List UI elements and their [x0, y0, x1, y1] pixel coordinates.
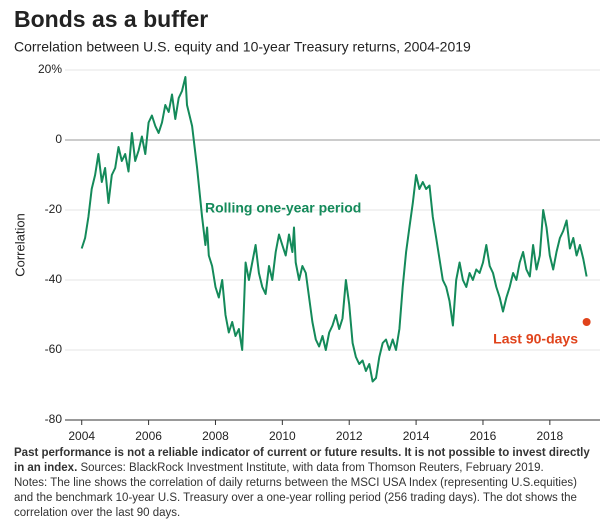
- x-tick-label: 2012: [336, 429, 363, 443]
- disclaimer: Past performance is not a reliable indic…: [14, 447, 590, 474]
- y-axis-label: Correlation: [12, 213, 27, 277]
- chart: Bonds as a buffer Correlation between U.…: [12, 6, 600, 443]
- x-tick-label: 2016: [470, 429, 497, 443]
- y-tick-label: -80: [45, 412, 63, 426]
- y-tick-label: 20%: [38, 62, 62, 76]
- x-tick-label: 2008: [202, 429, 229, 443]
- x-tick-label: 2004: [68, 429, 95, 443]
- y-tick-label: -20: [45, 202, 63, 216]
- x-tick-label: 2006: [135, 429, 162, 443]
- sources: Sources: BlackRock Investment Institute,…: [80, 462, 544, 474]
- y-tick-label: -40: [45, 272, 63, 286]
- series-label: Last 90-days: [493, 331, 578, 347]
- y-tick-label: 0: [55, 132, 62, 146]
- chart-subtitle: Correlation between U.S. equity and 10-y…: [14, 39, 471, 55]
- y-tick-label: -60: [45, 342, 63, 356]
- series-dot: [582, 318, 591, 326]
- series-label: Rolling one-year period: [205, 200, 361, 216]
- x-tick-label: 2014: [403, 429, 430, 443]
- series-line: [80, 76, 588, 383]
- x-tick-label: 2010: [269, 429, 296, 443]
- chart-title: Bonds as a buffer: [14, 6, 208, 32]
- footer: Past performance is not a reliable indic…: [14, 446, 598, 521]
- notes: Notes: The line shows the correlation of…: [14, 477, 577, 519]
- x-tick-label: 2018: [536, 429, 563, 443]
